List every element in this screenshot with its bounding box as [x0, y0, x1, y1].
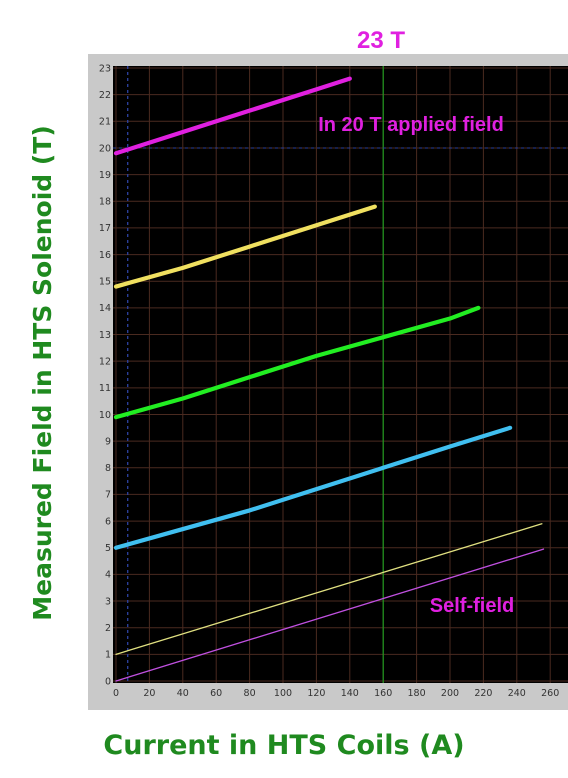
series-line-5 — [115, 548, 545, 682]
y-tick-label-21: 21 — [99, 117, 111, 128]
y-tick-label-2: 2 — [105, 623, 111, 634]
y-tick-label-7: 7 — [105, 490, 111, 501]
x-tick-label-6: 120 — [307, 688, 325, 699]
y-tick-label-10: 10 — [99, 410, 111, 421]
y-tick-label-22: 22 — [99, 90, 111, 101]
x-tick-label-9: 180 — [408, 688, 426, 699]
y-tick-label-5: 5 — [105, 543, 111, 554]
y-tick-label-13: 13 — [99, 330, 111, 341]
y-tick-label-17: 17 — [99, 223, 111, 234]
x-axis-label: Current in HTS Coils (A) — [103, 730, 464, 761]
series-line-2 — [113, 305, 481, 420]
y-tick-label-1: 1 — [105, 650, 111, 661]
x-tick-label-3: 60 — [210, 688, 222, 699]
y-tick-label-9: 9 — [105, 436, 111, 447]
series-line-1 — [113, 204, 377, 289]
x-tick-label-1: 20 — [143, 688, 155, 699]
chart-title: 23 T — [357, 27, 405, 54]
grid — [113, 66, 568, 683]
x-tick-label-5: 100 — [274, 688, 292, 699]
series-line-0 — [113, 76, 352, 156]
series-line-4 — [115, 523, 543, 655]
x-tick-label-7: 140 — [341, 688, 359, 699]
y-tick-label-16: 16 — [99, 250, 111, 261]
series-lines — [113, 76, 545, 682]
y-tick-label-8: 8 — [105, 463, 111, 474]
x-tick-label-11: 220 — [474, 688, 492, 699]
y-tick-label-4: 4 — [105, 570, 111, 581]
x-tick-label-0: 0 — [113, 688, 119, 699]
x-tick-label-13: 260 — [541, 688, 559, 699]
annotation-applied-field: In 20 T applied field — [318, 114, 504, 136]
y-axis-label: Measured Field in HTS Solenoid (T) — [28, 125, 57, 621]
reference-lines — [113, 66, 568, 683]
plot-area — [113, 66, 568, 683]
x-tick-label-4: 80 — [244, 688, 256, 699]
y-tick-label-15: 15 — [99, 277, 111, 288]
y-tick-label-11: 11 — [99, 383, 111, 394]
x-tick-label-2: 40 — [177, 688, 189, 699]
y-tick-label-3: 3 — [105, 596, 111, 607]
y-tick-label-19: 19 — [99, 170, 111, 181]
x-tick-label-10: 200 — [441, 688, 459, 699]
y-tick-label-20: 20 — [99, 143, 111, 154]
x-tick-label-8: 160 — [374, 688, 392, 699]
y-tick-label-14: 14 — [99, 303, 111, 314]
x-tick-label-12: 240 — [508, 688, 526, 699]
y-tick-label-18: 18 — [99, 197, 111, 208]
y-tick-label-0: 0 — [105, 676, 111, 687]
y-tick-label-23: 23 — [99, 63, 111, 74]
y-tick-label-12: 12 — [99, 356, 111, 367]
annotation-self-field: Self-field — [430, 595, 514, 617]
x-ticks: 0 20 40 60 80 100 120 140 160 180 200 220 240 260 — [113, 688, 559, 699]
series-line-3 — [113, 425, 513, 550]
y-tick-label-6: 6 — [105, 516, 111, 527]
